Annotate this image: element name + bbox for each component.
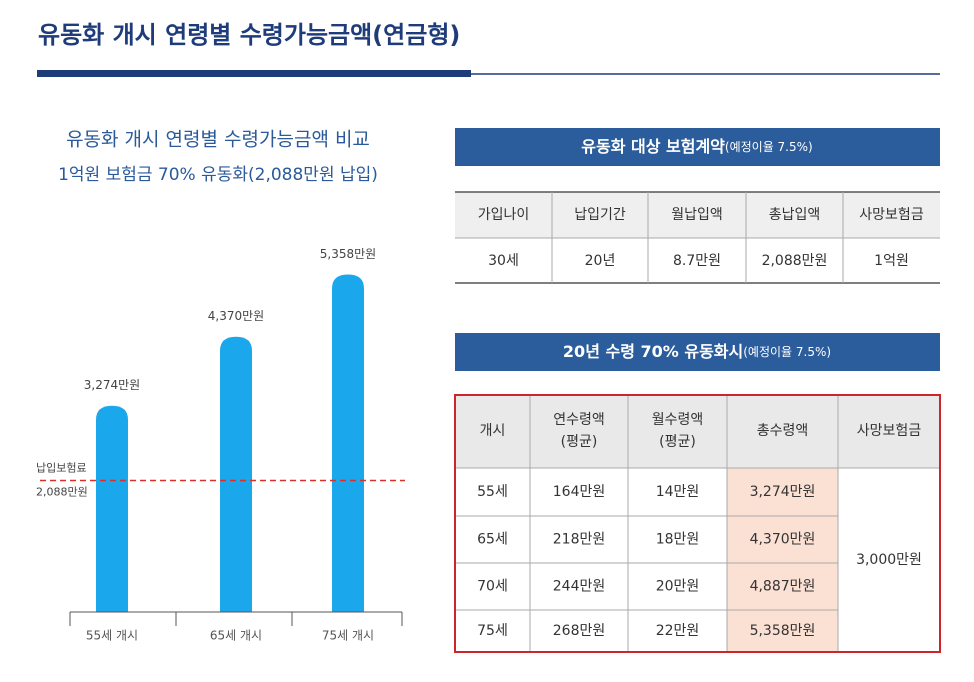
table-title-text: 유동화 대상 보험계약 bbox=[581, 137, 725, 156]
chart-title: 유동화 개시 연령별 수령가능금액 비교 bbox=[66, 129, 370, 151]
category-label: 65세 개시 bbox=[210, 629, 262, 643]
table-title-text: 20년 수령 70% 유동화시 bbox=[563, 342, 743, 361]
header-cell: 납입기간 bbox=[574, 207, 626, 223]
cell: 22만원 bbox=[656, 623, 700, 639]
table-title-note: (예정이율 7.5%) bbox=[725, 140, 813, 154]
cell: 18만원 bbox=[656, 532, 700, 548]
bar bbox=[96, 405, 128, 612]
header-row bbox=[455, 395, 940, 468]
reference-label: 납입보험료 bbox=[36, 461, 87, 474]
title-underline bbox=[37, 70, 471, 77]
cell: 5,358만원 bbox=[750, 623, 816, 639]
header-cell: 사망보험금 bbox=[859, 207, 924, 223]
header-row bbox=[455, 192, 940, 238]
cell: 70세 bbox=[477, 579, 508, 595]
table-title-bar bbox=[455, 333, 940, 371]
highlight-column bbox=[727, 468, 838, 652]
header-cell: 월수령액 bbox=[652, 412, 704, 428]
reference-label: 2,088만원 bbox=[36, 485, 88, 498]
value-label: 5,358만원 bbox=[320, 247, 376, 261]
table-title-note: (예정이율 7.5%) bbox=[743, 345, 831, 359]
header-cell: 총납입액 bbox=[769, 207, 821, 223]
cell: 20년 bbox=[585, 253, 616, 269]
merged-cell: 3,000만원 bbox=[856, 552, 922, 568]
cell: 4,887만원 bbox=[750, 579, 816, 595]
header-cell: 사망보험금 bbox=[857, 423, 922, 439]
table-title-bar bbox=[455, 128, 940, 166]
cell: 14만원 bbox=[656, 484, 700, 500]
cell: 164만원 bbox=[553, 484, 605, 500]
category-label: 75세 개시 bbox=[322, 629, 374, 643]
cell: 20만원 bbox=[656, 579, 700, 595]
page-title: 유동화 개시 연령별 수령가능금액(연금형) bbox=[38, 21, 460, 49]
cell: 55세 bbox=[477, 484, 508, 500]
header-cell: 개시 bbox=[480, 423, 506, 439]
cell: 2,088만원 bbox=[762, 253, 828, 269]
cell: 4,370만원 bbox=[750, 532, 816, 548]
header-cell: 월납입액 bbox=[671, 207, 723, 223]
cell: 8.7만원 bbox=[673, 253, 721, 269]
header-cell: 총수령액 bbox=[757, 423, 809, 439]
category-label: 55세 개시 bbox=[86, 629, 138, 643]
header-cell: (평균) bbox=[659, 434, 696, 450]
cell: 65세 bbox=[477, 532, 508, 548]
cell: 244만원 bbox=[553, 579, 605, 595]
table-title: 20년 수령 70% 유동화시(예정이율 7.5%) bbox=[563, 342, 831, 361]
header-cell: (평균) bbox=[561, 434, 598, 450]
cell: 30세 bbox=[488, 253, 519, 269]
bar bbox=[220, 336, 252, 612]
table-border bbox=[454, 394, 941, 653]
cell: 268만원 bbox=[553, 623, 605, 639]
header-cell: 연수령액 bbox=[553, 412, 605, 428]
table-title: 유동화 대상 보험계약(예정이율 7.5%) bbox=[581, 137, 812, 156]
value-label: 3,274만원 bbox=[84, 378, 140, 392]
bar bbox=[332, 274, 364, 612]
chart-subtitle: 1억원 보험금 70% 유동화(2,088만원 납입) bbox=[58, 165, 378, 185]
cell: 218만원 bbox=[553, 532, 605, 548]
value-label: 4,370만원 bbox=[208, 309, 264, 323]
header-cell: 가입나이 bbox=[478, 207, 530, 223]
cell: 1억원 bbox=[874, 253, 909, 269]
cell: 3,274만원 bbox=[750, 484, 816, 500]
cell: 75세 bbox=[477, 623, 508, 639]
